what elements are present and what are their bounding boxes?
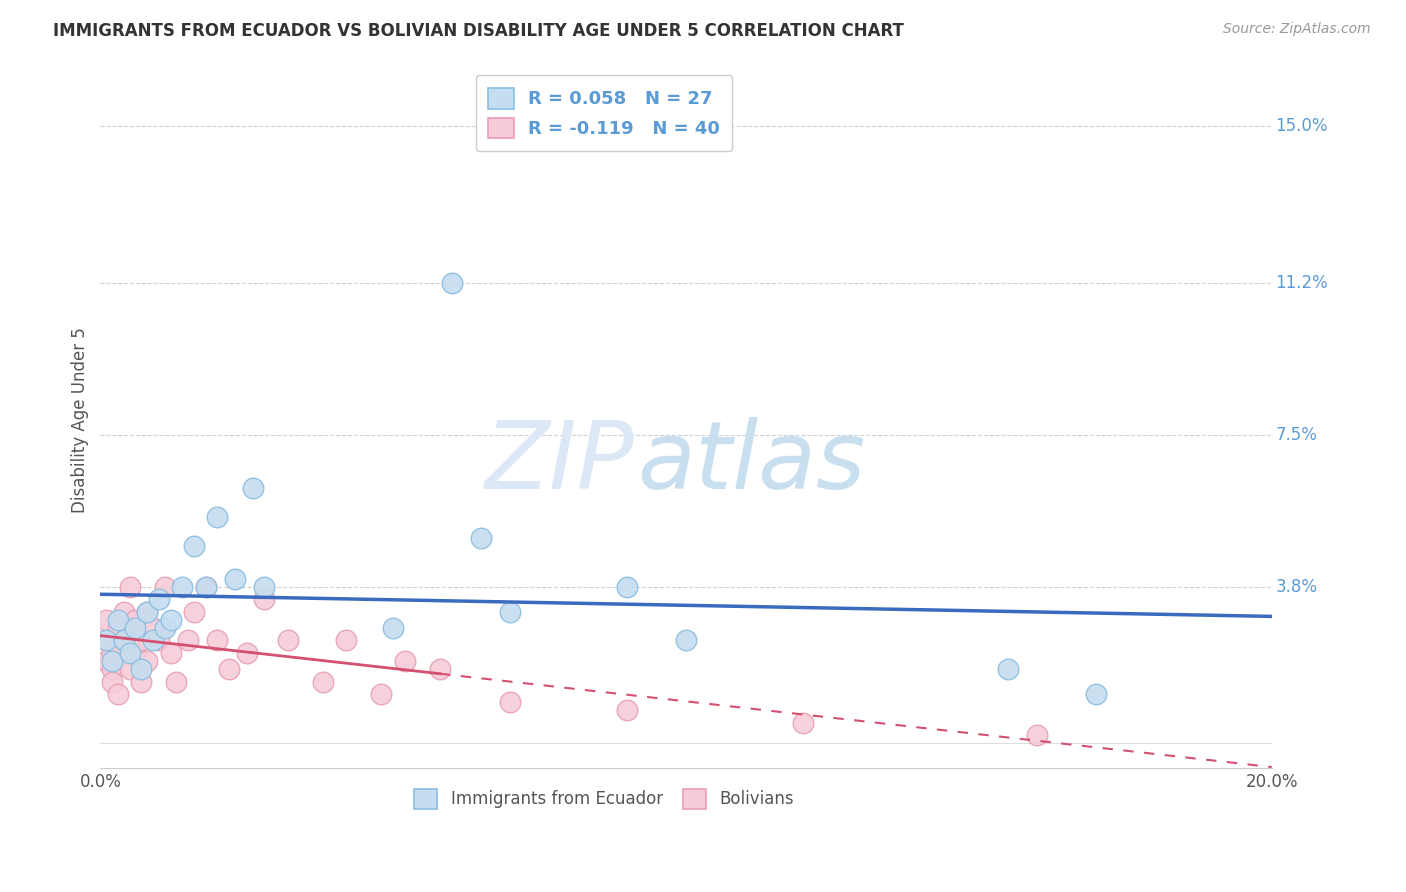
Point [499, 605, 522, 619]
Point [382, 621, 405, 635]
Point [131, 662, 153, 676]
Point [136, 605, 159, 619]
Text: IMMIGRANTS FROM ECUADOR VS BOLIVIAN DISABILITY AGE UNDER 5 CORRELATION CHART: IMMIGRANTS FROM ECUADOR VS BOLIVIAN DISA… [53, 22, 904, 40]
Text: 3.8%: 3.8% [1275, 578, 1317, 596]
Point [616, 703, 638, 717]
Point [792, 715, 814, 730]
Point [207, 633, 229, 648]
Text: 7.5%: 7.5% [1275, 425, 1317, 444]
Point [148, 592, 170, 607]
Point [107, 613, 129, 627]
Point [153, 621, 176, 635]
Point [218, 662, 240, 676]
Point [440, 276, 463, 290]
Point [159, 646, 181, 660]
Point [183, 605, 205, 619]
Point [177, 633, 200, 648]
Point [194, 580, 217, 594]
Point [153, 580, 176, 594]
Point [499, 695, 522, 709]
Point [253, 580, 276, 594]
Point [1026, 728, 1049, 742]
Point [997, 662, 1019, 676]
Point [136, 605, 159, 619]
Point [470, 531, 492, 545]
Point [394, 654, 416, 668]
Point [96, 633, 118, 648]
Point [194, 580, 217, 594]
Text: ZIP: ZIP [484, 417, 633, 508]
Point [370, 687, 392, 701]
Point [616, 580, 638, 594]
Point [131, 674, 153, 689]
Point [224, 572, 246, 586]
Point [112, 633, 135, 648]
Point [142, 633, 165, 648]
Text: atlas: atlas [637, 417, 865, 508]
Y-axis label: Disability Age Under 5: Disability Age Under 5 [72, 327, 89, 514]
Point [166, 674, 188, 689]
Point [136, 654, 159, 668]
Point [131, 633, 153, 648]
Text: 11.2%: 11.2% [1275, 274, 1329, 292]
Point [236, 646, 259, 660]
Point [96, 613, 118, 627]
Point [124, 613, 146, 627]
Point [1085, 687, 1108, 701]
Point [101, 654, 124, 668]
Point [96, 633, 118, 648]
Text: 15.0%: 15.0% [1275, 118, 1327, 136]
Point [112, 605, 135, 619]
Point [242, 481, 264, 495]
Point [107, 621, 129, 635]
Point [675, 633, 697, 648]
Point [183, 539, 205, 553]
Point [207, 510, 229, 524]
Text: Source: ZipAtlas.com: Source: ZipAtlas.com [1223, 22, 1371, 37]
Point [148, 633, 170, 648]
Point [142, 621, 165, 635]
Point [118, 646, 141, 660]
Point [118, 662, 141, 676]
Point [159, 613, 181, 627]
Point [96, 654, 118, 668]
Point [172, 580, 194, 594]
Point [101, 662, 124, 676]
Point [101, 674, 124, 689]
Point [312, 674, 335, 689]
Point [124, 621, 146, 635]
Point [112, 633, 135, 648]
Point [429, 662, 451, 676]
Point [253, 592, 276, 607]
Point [335, 633, 357, 648]
Point [124, 646, 146, 660]
Point [277, 633, 299, 648]
Point [118, 580, 141, 594]
Legend: Immigrants from Ecuador, Bolivians: Immigrants from Ecuador, Bolivians [408, 782, 801, 815]
Point [101, 646, 124, 660]
Point [107, 687, 129, 701]
